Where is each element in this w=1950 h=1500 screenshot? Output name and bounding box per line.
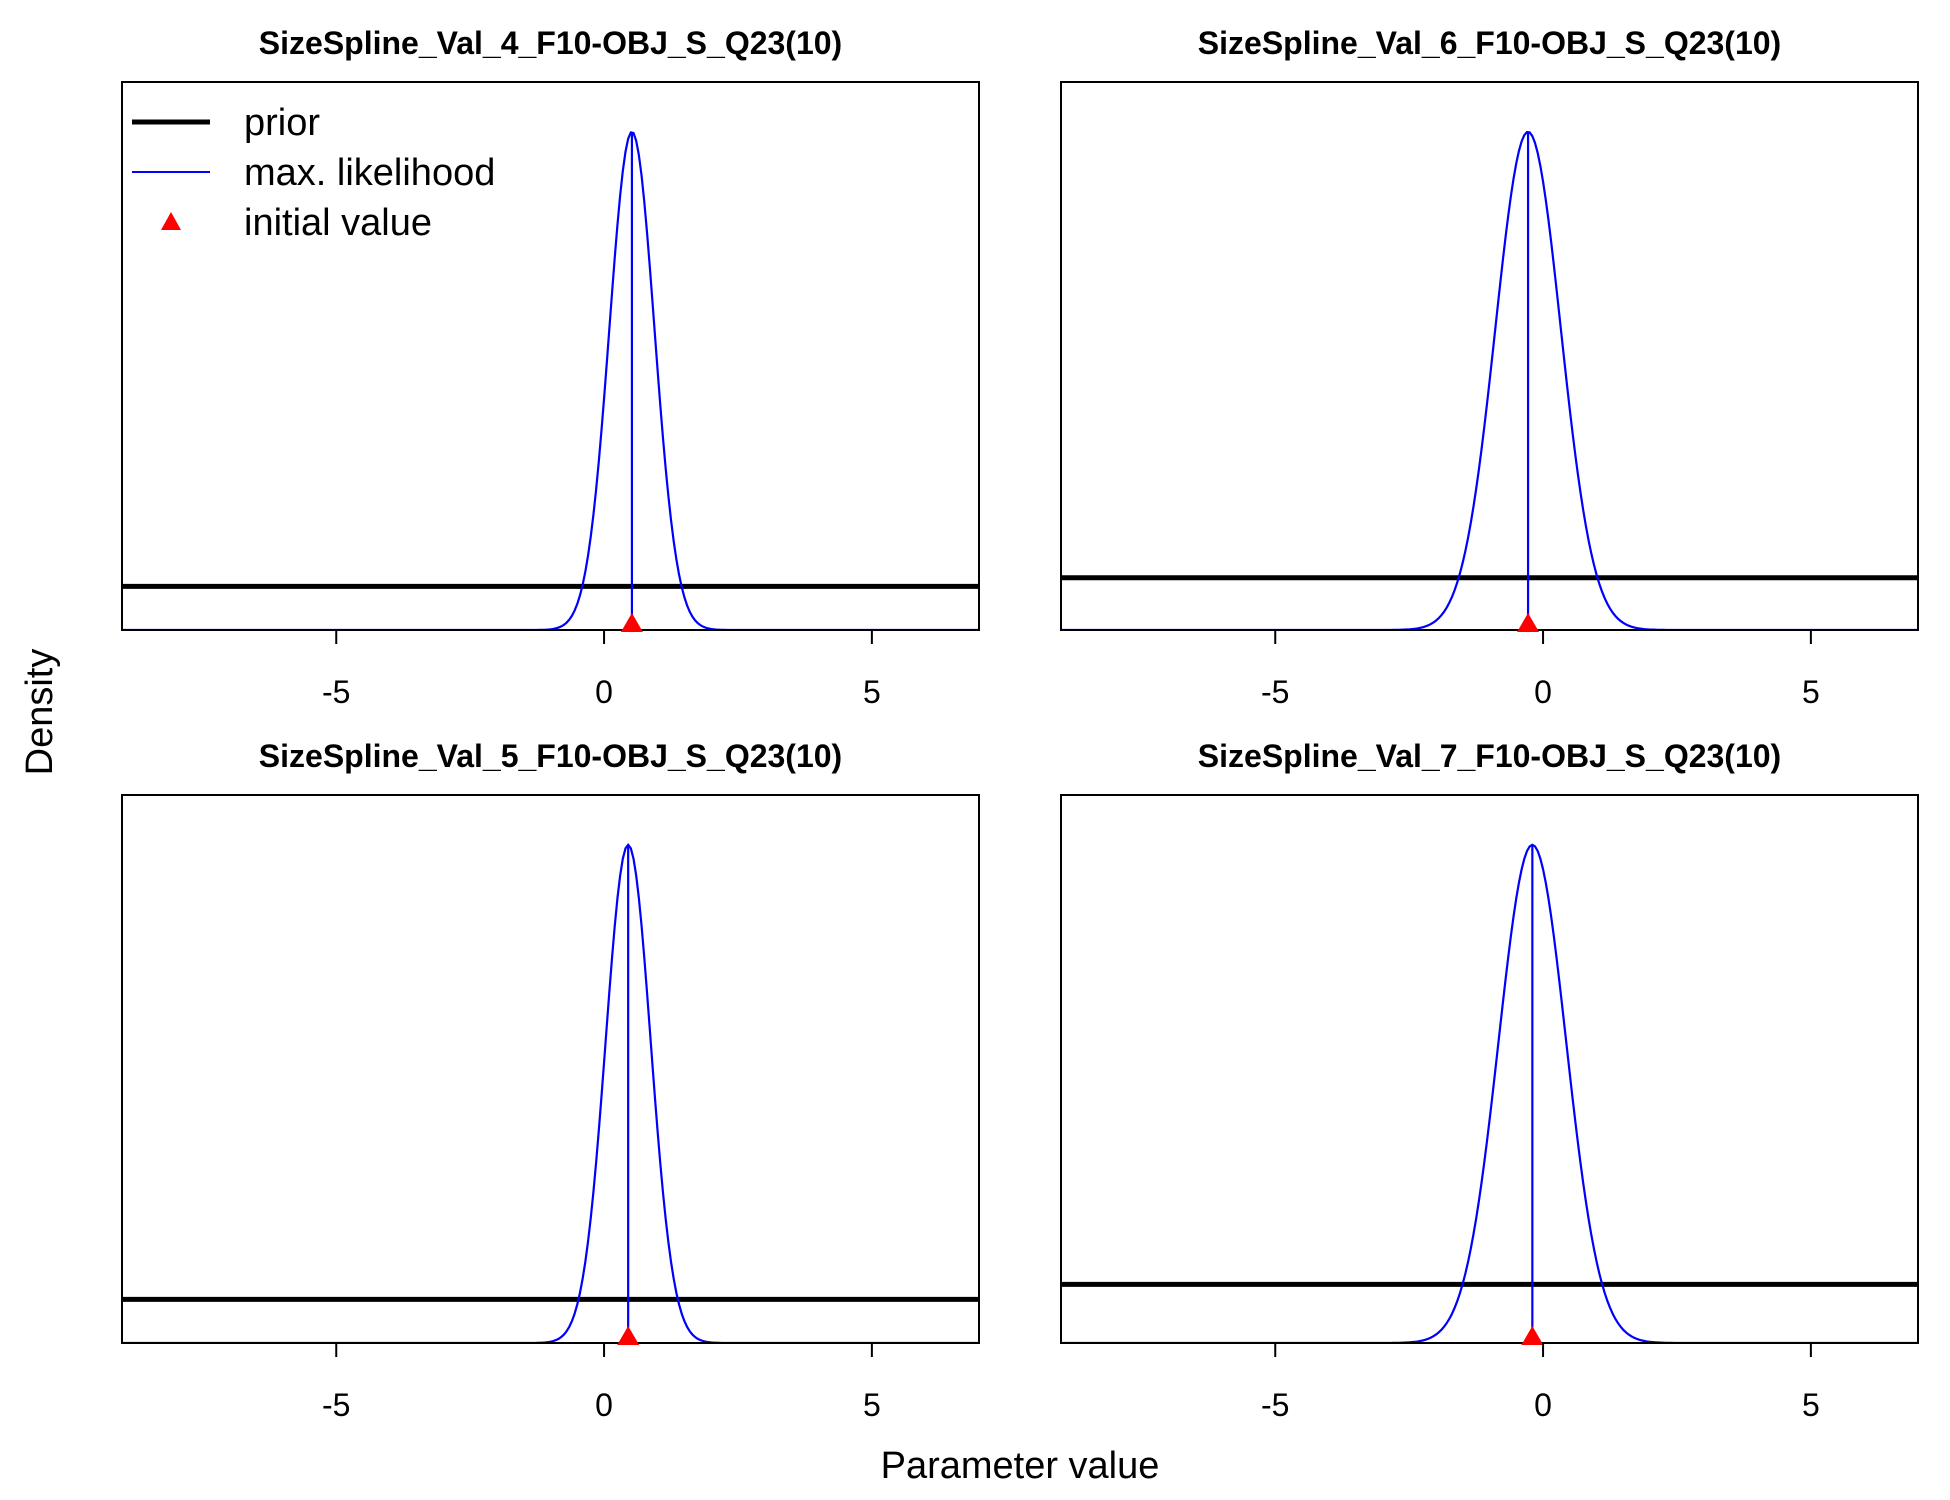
panel-2: SizeSpline_Val_6_F10-OBJ_S_Q23(10) -5 0 5 [1060, 25, 1919, 710]
max-likelihood-curve [1061, 130, 1918, 630]
x-tick-label: -5 [322, 674, 350, 710]
panel-title: SizeSpline_Val_4_F10-OBJ_S_Q23(10) [259, 25, 842, 61]
initial-value-marker [617, 1326, 640, 1345]
x-tick-label: 5 [1802, 1387, 1820, 1423]
x-tick-label: 5 [1802, 674, 1820, 710]
panel-title: SizeSpline_Val_5_F10-OBJ_S_Q23(10) [259, 738, 842, 774]
plot-frame [121, 794, 980, 1344]
x-tick-label: 0 [1534, 1387, 1552, 1423]
panel-1: SizeSpline_Val_4_F10-OBJ_S_Q23(10) -5 0 5 pr… [121, 25, 980, 710]
legend: prior max. likelihood initial value [132, 102, 495, 244]
panel-title: SizeSpline_Val_7_F10-OBJ_S_Q23(10) [1198, 738, 1781, 774]
x-tick-label: 0 [595, 1387, 613, 1423]
x-tick-label: 5 [863, 674, 881, 710]
plot-frame [1060, 794, 1919, 1344]
legend-initial-value-swatch [161, 212, 181, 230]
legend-label: initial value [244, 202, 432, 244]
legend-label: prior [244, 102, 320, 144]
plot-frame [121, 81, 980, 631]
x-axis-label: Parameter value [881, 1445, 1160, 1487]
legend-label: max. likelihood [244, 152, 495, 194]
x-tick-label: 5 [863, 1387, 881, 1423]
legend-item: max. likelihood [132, 152, 495, 194]
panels: SizeSpline_Val_4_F10-OBJ_S_Q23(10) -5 0 5 pr… [121, 25, 1919, 1423]
initial-value-marker [620, 613, 643, 632]
legend-item: initial value [161, 202, 432, 244]
x-tick-label: -5 [1261, 674, 1289, 710]
legend-item: prior [132, 102, 320, 144]
panel-title: SizeSpline_Val_6_F10-OBJ_S_Q23(10) [1198, 25, 1781, 61]
x-tick-label: -5 [322, 1387, 350, 1423]
x-tick-label: 0 [595, 674, 613, 710]
max-likelihood-curve [1061, 843, 1918, 1343]
panel-4: SizeSpline_Val_7_F10-OBJ_S_Q23(10) -5 0 5 [1060, 738, 1919, 1423]
initial-value-marker [1517, 613, 1540, 632]
panel-3: SizeSpline_Val_5_F10-OBJ_S_Q23(10) -5 0 5 [121, 738, 980, 1423]
initial-value-marker [1521, 1326, 1544, 1345]
max-likelihood-curve [122, 843, 979, 1343]
y-axis-label: Density [19, 649, 61, 776]
x-tick-label: -5 [1261, 1387, 1289, 1423]
x-tick-label: 0 [1534, 674, 1552, 710]
plot-frame [1060, 81, 1919, 631]
